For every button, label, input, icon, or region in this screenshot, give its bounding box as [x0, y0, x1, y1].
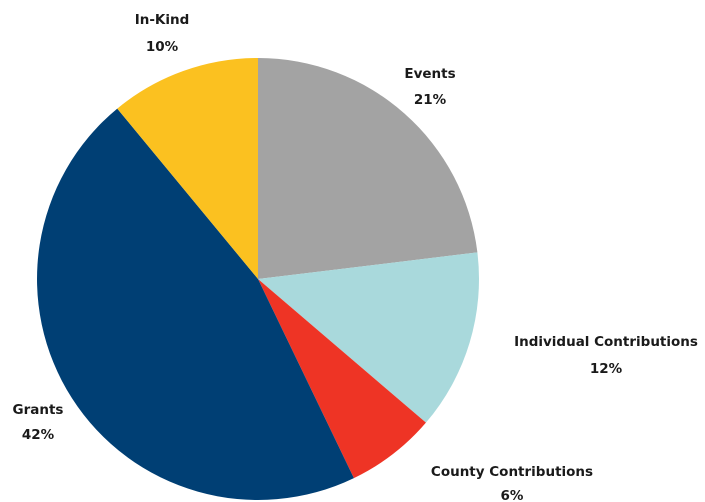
pie-slice-county-contributions — [258, 279, 426, 479]
pie-slice-individual-contributions — [258, 252, 480, 423]
label-events-percent: 21% — [414, 92, 447, 108]
label-individual-contributions-percent: 12% — [590, 361, 623, 377]
label-grants-percent: 42% — [22, 427, 55, 443]
label-events-name: Events — [404, 66, 455, 82]
pie-slice-events — [258, 58, 478, 279]
pie-slice-in-kind — [117, 58, 258, 279]
pie-slice-grants — [37, 108, 354, 500]
label-individual-contributions-name: Individual Contributions — [514, 334, 698, 350]
label-county-contributions: County Contributions 6% — [431, 464, 593, 502]
label-in-kind: In-Kind 10% — [135, 12, 190, 55]
pie-slices — [37, 58, 480, 500]
label-in-kind-name: In-Kind — [135, 12, 190, 28]
label-events: Events 21% — [404, 66, 455, 108]
label-in-kind-percent: 10% — [146, 39, 179, 55]
label-grants-name: Grants — [13, 402, 64, 418]
label-individual-contributions: Individual Contributions 12% — [514, 334, 698, 377]
label-county-contributions-name: County Contributions — [431, 464, 593, 480]
label-county-contributions-percent: 6% — [501, 488, 524, 502]
label-grants: Grants 42% — [13, 402, 64, 443]
